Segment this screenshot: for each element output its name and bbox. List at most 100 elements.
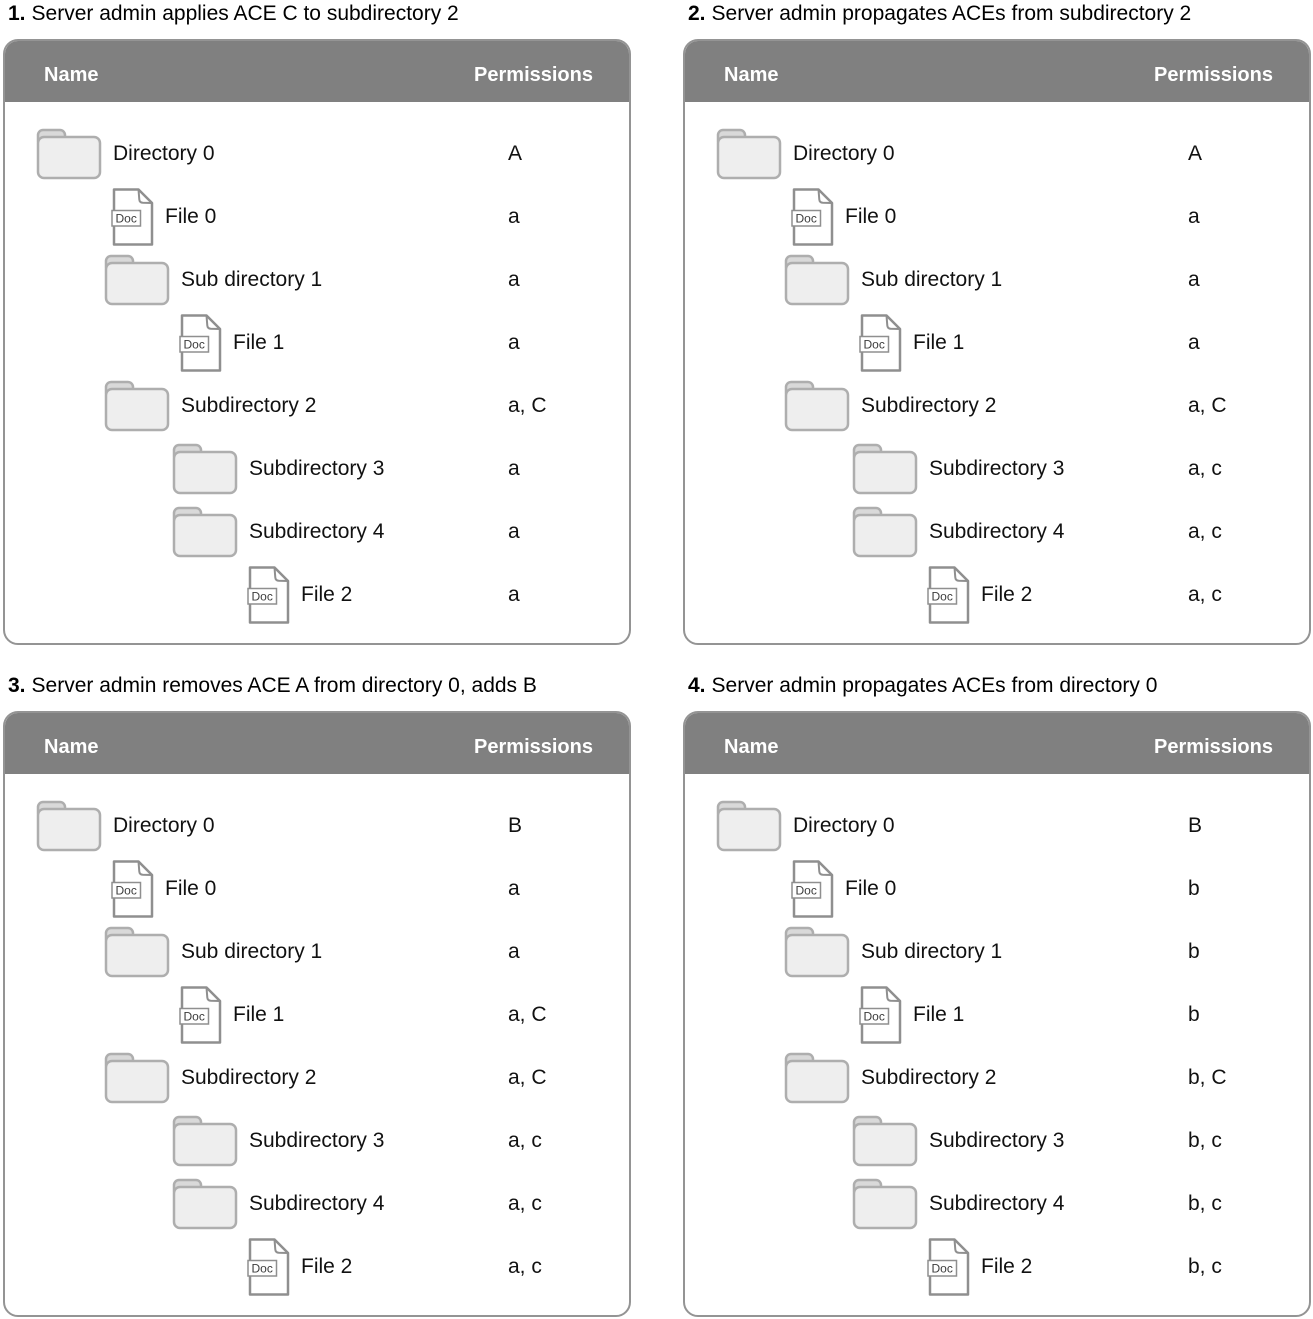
document-icon: Doc xyxy=(927,1237,971,1297)
table-header: Name Permissions xyxy=(685,713,1309,774)
row-permissions: b, c xyxy=(1188,1254,1222,1278)
row-permissions: a, c xyxy=(1188,582,1222,606)
table-row: Doc File 1 b xyxy=(685,983,1309,1046)
row-label: Sub directory 1 xyxy=(861,939,1003,963)
folder-icon xyxy=(103,379,171,433)
row-label: File 2 xyxy=(301,1254,353,1278)
document-icon: Doc xyxy=(927,565,971,625)
column-header-permissions: Permissions xyxy=(1154,64,1273,86)
row-permissions: b xyxy=(1188,939,1200,963)
row-label: Subdirectory 3 xyxy=(249,456,385,480)
table-row: Doc File 1 a, C xyxy=(5,983,629,1046)
table-row: Doc Directory 0 B xyxy=(5,794,629,857)
doc-icon-label: Doc xyxy=(864,337,885,351)
doc-icon-label: Doc xyxy=(116,211,137,225)
table-header: Name Permissions xyxy=(5,41,629,102)
file-listing-table: Name Permissions Doc Directory 0 B xyxy=(683,711,1311,1317)
doc-icon-label: Doc xyxy=(184,1009,205,1023)
column-header-permissions: Permissions xyxy=(1154,736,1273,758)
table-row: Doc File 2 b, c xyxy=(685,1235,1309,1298)
row-label: Directory 0 xyxy=(113,813,215,837)
folder-icon xyxy=(851,442,919,496)
folder-icon xyxy=(715,799,783,853)
row-label: File 0 xyxy=(165,876,217,900)
panel-title-text: Server admin removes ACE A from director… xyxy=(31,674,537,697)
panel: 2. Server admin propagates ACEs from subd… xyxy=(683,3,1311,645)
panel: 3. Server admin removes ACE A from direct… xyxy=(3,675,631,1317)
table-row: Doc File 0 a xyxy=(685,185,1309,248)
folder-icon xyxy=(171,505,239,559)
table-row: Doc Subdirectory 2 a, C xyxy=(685,374,1309,437)
table-row: Doc File 1 a xyxy=(5,311,629,374)
folder-icon xyxy=(851,1114,919,1168)
table-row: Doc Sub directory 1 a xyxy=(5,920,629,983)
row-label: Subdirectory 3 xyxy=(929,1128,1065,1152)
row-label: Subdirectory 3 xyxy=(249,1128,385,1152)
row-permissions: a, c xyxy=(508,1191,542,1215)
folder-icon xyxy=(783,253,851,307)
row-label: File 2 xyxy=(981,582,1033,606)
panel-title: 2. Server admin propagates ACEs from subd… xyxy=(688,3,1311,25)
document-icon: Doc xyxy=(111,187,155,247)
row-label: Subdirectory 4 xyxy=(929,1191,1065,1215)
table-body: Doc Directory 0 B Doc File 0 b xyxy=(685,774,1309,1298)
row-permissions: a xyxy=(1188,330,1200,354)
row-label: Directory 0 xyxy=(113,141,215,165)
row-permissions: b, C xyxy=(1188,1065,1227,1089)
row-label: File 0 xyxy=(845,876,897,900)
row-permissions: a, C xyxy=(508,1002,547,1026)
doc-icon-label: Doc xyxy=(184,337,205,351)
row-permissions: a xyxy=(508,876,520,900)
document-icon: Doc xyxy=(791,859,835,919)
table-row: Doc File 2 a xyxy=(5,563,629,626)
row-permissions: b xyxy=(1188,876,1200,900)
panel-number: 3. xyxy=(8,674,26,697)
row-permissions: A xyxy=(508,141,523,165)
row-permissions: a, C xyxy=(1188,393,1227,417)
row-permissions: B xyxy=(1188,813,1203,837)
table-row: Doc Subdirectory 4 b, c xyxy=(685,1172,1309,1235)
row-permissions: b, c xyxy=(1188,1191,1222,1215)
row-permissions: A xyxy=(1188,141,1203,165)
row-permissions: b xyxy=(1188,1002,1200,1026)
row-label: File 1 xyxy=(233,330,285,354)
panels-grid: 1. Server admin applies ACE C to subdirec… xyxy=(3,3,1313,1317)
row-permissions: a xyxy=(1188,267,1200,291)
row-permissions: a xyxy=(508,582,520,606)
panel-title-text: Server admin propagates ACEs from subdir… xyxy=(711,2,1192,25)
row-label: File 1 xyxy=(913,1002,965,1026)
folder-icon xyxy=(35,799,103,853)
table-row: Doc Directory 0 B xyxy=(685,794,1309,857)
panel-number: 2. xyxy=(688,2,706,25)
table-row: Doc Subdirectory 3 a, c xyxy=(5,1109,629,1172)
panel-title-text: Server admin propagates ACEs from direct… xyxy=(711,674,1158,697)
folder-icon xyxy=(171,442,239,496)
folder-icon xyxy=(783,925,851,979)
panel: 4. Server admin propagates ACEs from dire… xyxy=(683,675,1311,1317)
table-body: Doc Directory 0 A Doc File 0 a xyxy=(5,102,629,626)
folder-icon xyxy=(783,1051,851,1105)
table-row: Doc Sub directory 1 b xyxy=(685,920,1309,983)
row-label: Sub directory 1 xyxy=(181,267,323,291)
row-label: File 1 xyxy=(233,1002,285,1026)
table-row: Doc Subdirectory 2 a, C xyxy=(5,374,629,437)
row-label: Subdirectory 4 xyxy=(249,519,385,543)
folder-icon xyxy=(851,505,919,559)
table-body: Doc Directory 0 A Doc File 0 a xyxy=(685,102,1309,626)
table-row: Doc Sub directory 1 a xyxy=(685,248,1309,311)
file-listing-table: Name Permissions Doc Directory 0 A xyxy=(3,39,631,645)
row-permissions: B xyxy=(508,813,523,837)
table-row: Doc Subdirectory 4 a, c xyxy=(685,500,1309,563)
row-label: Subdirectory 4 xyxy=(249,1191,385,1215)
document-icon: Doc xyxy=(247,1237,291,1297)
row-label: Subdirectory 2 xyxy=(861,393,997,417)
row-permissions: a, C xyxy=(508,1065,547,1089)
folder-icon xyxy=(35,127,103,181)
folder-icon xyxy=(171,1177,239,1231)
folder-icon xyxy=(103,925,171,979)
table-row: Doc Subdirectory 2 a, C xyxy=(5,1046,629,1109)
row-permissions: a xyxy=(508,456,520,480)
document-icon: Doc xyxy=(111,859,155,919)
row-label: Directory 0 xyxy=(793,813,895,837)
